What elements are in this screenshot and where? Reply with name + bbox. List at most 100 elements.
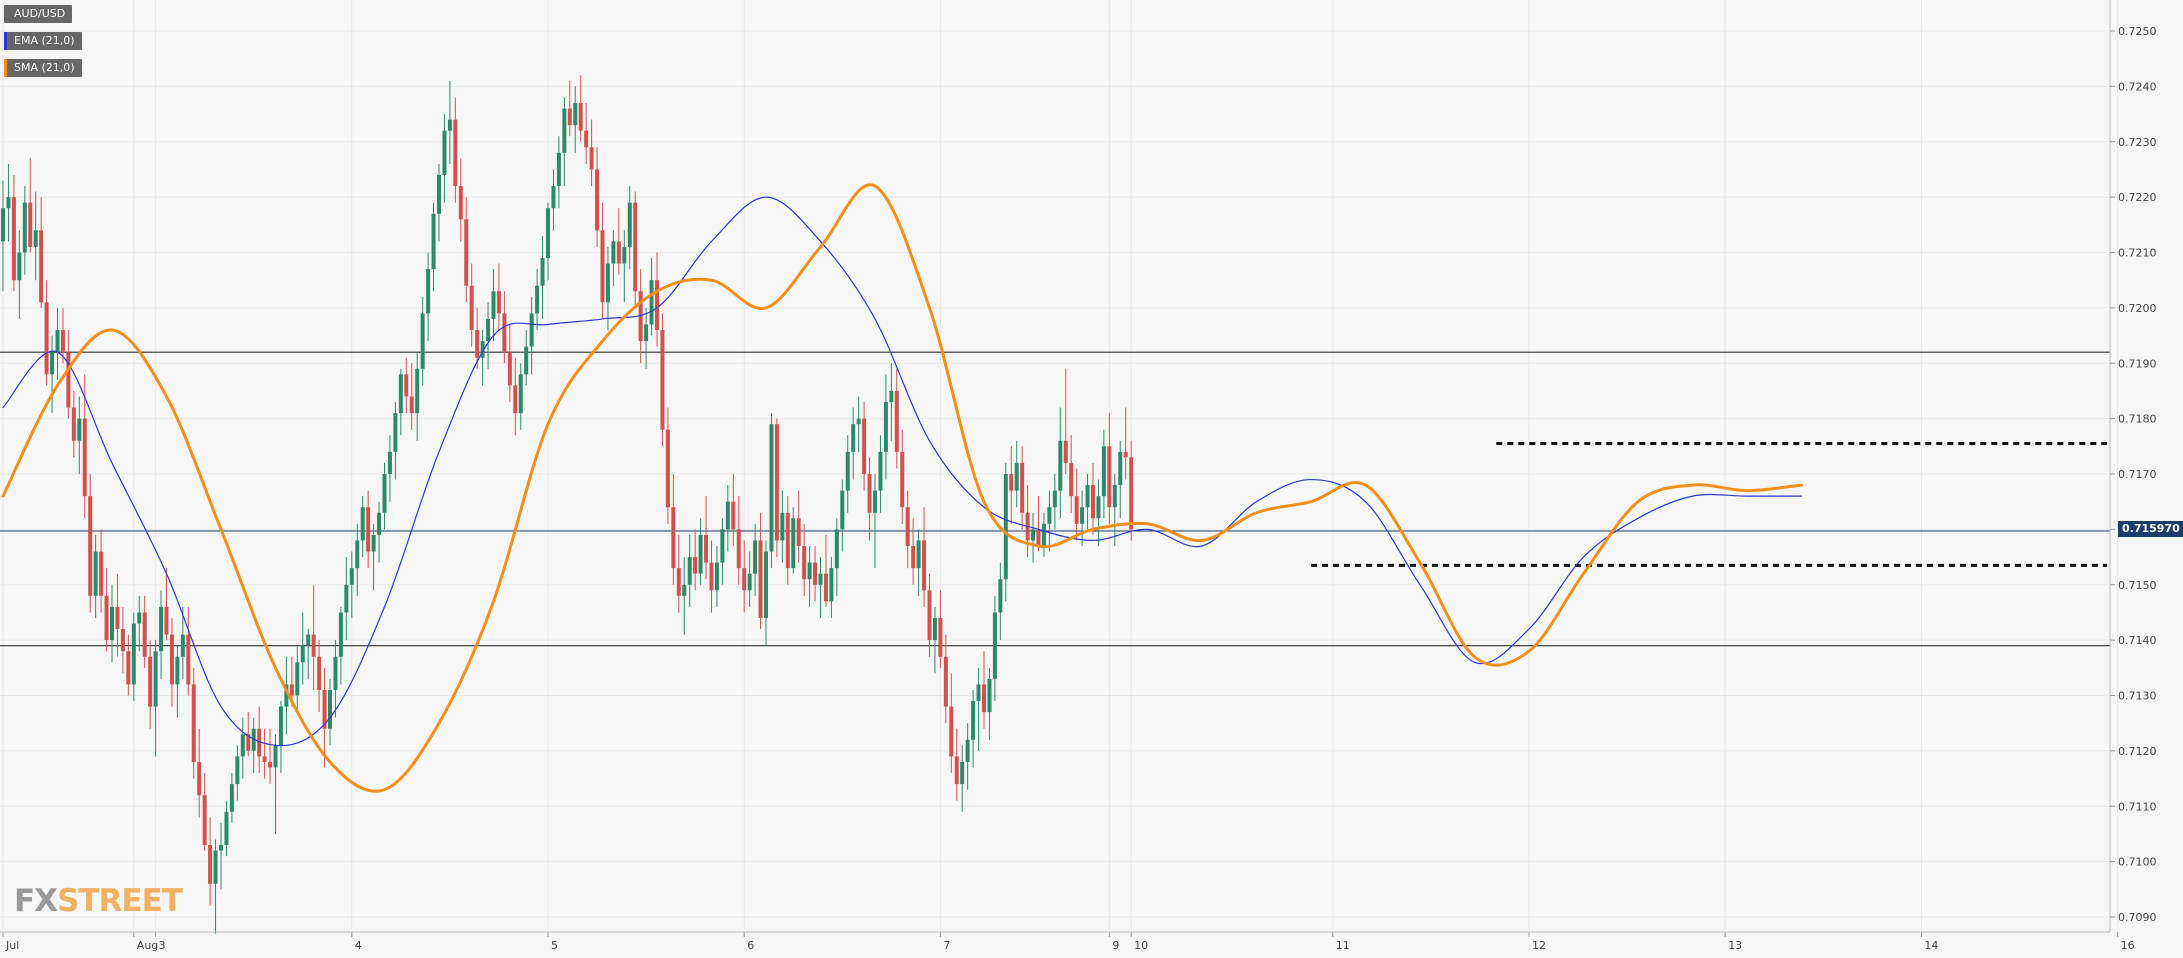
candle bbox=[889, 363, 894, 441]
candle-body bbox=[355, 540, 360, 569]
candle-body bbox=[213, 850, 218, 884]
candle bbox=[535, 269, 540, 331]
candle-body bbox=[295, 662, 300, 696]
candle-body bbox=[229, 784, 234, 812]
candle bbox=[295, 645, 300, 713]
y-tick-label: 0.7140 bbox=[2118, 634, 2157, 647]
candle bbox=[496, 263, 501, 331]
legend-ema: EMA (21,0) bbox=[4, 32, 82, 50]
candle-body bbox=[605, 263, 610, 303]
y-tick-label: 0.7170 bbox=[2118, 468, 2157, 481]
candle bbox=[175, 645, 180, 718]
candle bbox=[1123, 407, 1128, 480]
x-tick-label: 5 bbox=[551, 939, 558, 952]
candle bbox=[1118, 440, 1123, 519]
y-tick-label: 0.7210 bbox=[2118, 247, 2157, 260]
candle-body bbox=[1009, 474, 1014, 491]
candle bbox=[349, 551, 354, 618]
candle-body bbox=[840, 490, 845, 530]
candle-body bbox=[764, 551, 768, 618]
candle-body bbox=[77, 418, 82, 441]
candle bbox=[284, 656, 289, 735]
candle-body bbox=[535, 285, 540, 314]
candle bbox=[404, 357, 409, 414]
x-tick-label: 6 bbox=[747, 939, 754, 952]
candle-body bbox=[965, 739, 970, 762]
candle-body bbox=[328, 689, 332, 729]
candle bbox=[437, 163, 441, 242]
candle bbox=[120, 606, 125, 674]
candle bbox=[491, 269, 496, 342]
candle bbox=[665, 407, 670, 524]
candle-body bbox=[496, 291, 501, 314]
candle-body bbox=[911, 545, 916, 569]
candle-body bbox=[464, 219, 469, 286]
candle bbox=[420, 296, 425, 386]
legend-symbol: AUD/USD bbox=[4, 5, 73, 23]
candle-body bbox=[131, 623, 136, 685]
candle-body bbox=[1118, 451, 1123, 486]
candle bbox=[219, 822, 223, 890]
x-tick-label: 3 bbox=[159, 939, 166, 952]
logo-part-fx: FX bbox=[14, 883, 58, 919]
candle bbox=[932, 606, 937, 674]
candle-body bbox=[1123, 451, 1128, 458]
candle-body bbox=[802, 545, 807, 580]
candle-body bbox=[180, 634, 185, 657]
candle-body bbox=[322, 689, 327, 729]
candle-body bbox=[665, 429, 670, 508]
candle bbox=[447, 80, 452, 164]
candle bbox=[987, 667, 992, 740]
candle bbox=[649, 258, 654, 336]
candle bbox=[1063, 368, 1068, 474]
candle-body bbox=[769, 424, 774, 552]
candle bbox=[818, 557, 823, 618]
candle bbox=[671, 474, 676, 585]
y-tick-label: 0.7200 bbox=[2118, 302, 2157, 315]
candle bbox=[1031, 512, 1036, 563]
candle-body bbox=[747, 573, 752, 591]
y-tick-label: 0.7230 bbox=[2118, 136, 2157, 149]
candle bbox=[638, 269, 643, 364]
candle bbox=[709, 540, 714, 613]
x-tick-label: 10 bbox=[1134, 939, 1148, 952]
candle bbox=[965, 723, 970, 790]
candle-body bbox=[693, 557, 698, 574]
candle bbox=[1020, 446, 1025, 530]
candle-body bbox=[55, 330, 60, 353]
candle-body bbox=[507, 352, 512, 386]
candle bbox=[584, 102, 589, 164]
candle-body bbox=[551, 186, 556, 209]
candle-body bbox=[960, 761, 965, 785]
candle-body bbox=[22, 202, 27, 253]
candle-body bbox=[753, 540, 758, 574]
y-tick-label: 0.7190 bbox=[2118, 357, 2157, 370]
candle-body bbox=[278, 706, 283, 746]
candle-body bbox=[894, 390, 899, 452]
candle bbox=[998, 562, 1003, 641]
y-tick-label: 0.7250 bbox=[2118, 25, 2157, 38]
candle bbox=[605, 246, 610, 331]
candle-body bbox=[687, 557, 692, 585]
candle-body bbox=[159, 606, 164, 652]
candle bbox=[469, 263, 474, 347]
candle-body bbox=[306, 634, 311, 646]
candle bbox=[126, 634, 131, 696]
candle bbox=[1112, 474, 1117, 546]
candle-body bbox=[546, 208, 550, 259]
candle-body bbox=[175, 656, 180, 685]
candle bbox=[311, 584, 316, 690]
candle bbox=[644, 307, 649, 369]
x-tick-label: 12 bbox=[1532, 939, 1546, 952]
candle-body bbox=[845, 451, 850, 491]
candle bbox=[257, 706, 262, 774]
candle bbox=[66, 330, 71, 419]
candle bbox=[976, 667, 981, 751]
candle bbox=[698, 518, 703, 585]
candle-body bbox=[998, 579, 1003, 613]
candle bbox=[1025, 485, 1030, 558]
candle-body bbox=[878, 451, 883, 491]
candle-body bbox=[404, 374, 409, 397]
candle-body bbox=[251, 728, 256, 751]
candle bbox=[851, 407, 856, 480]
